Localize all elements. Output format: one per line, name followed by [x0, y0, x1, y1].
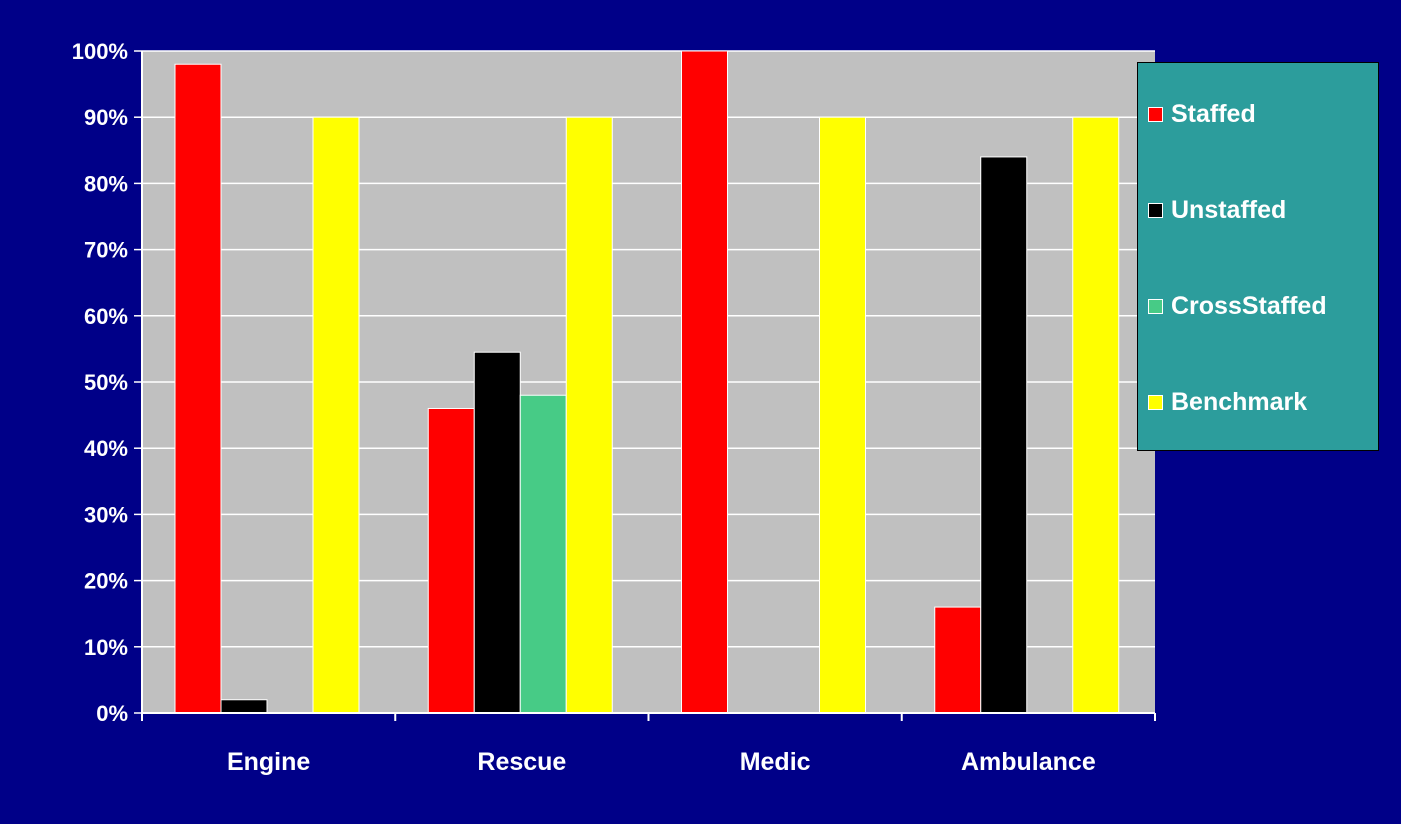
y-tick-label: 80%: [84, 171, 128, 196]
bar-staffed-medic: [681, 50, 728, 714]
y-tick-label: 30%: [84, 502, 128, 527]
legend: Staffed Unstaffed CrossStaffed Benchmark: [1137, 62, 1379, 451]
bars: [174, 50, 1120, 714]
bar-staffed-engine: [174, 63, 222, 714]
legend-item-staffed: Staffed: [1148, 99, 1256, 129]
y-tick-label: 70%: [84, 238, 128, 263]
bar-staffed-rescue: [427, 407, 475, 714]
bar-unstaffed-rescue: [473, 351, 521, 714]
y-tick-label: 100%: [72, 39, 128, 64]
legend-label: CrossStaffed: [1171, 291, 1327, 320]
y-tick-labels: 0% 10% 20% 30% 40% 50% 60% 70% 80% 90% 100%: [72, 39, 142, 726]
legend-label: Benchmark: [1171, 387, 1308, 416]
legend-swatch: [1148, 298, 1163, 314]
x-category-label: Engine: [227, 748, 310, 776]
x-category-label: Rescue: [477, 748, 566, 776]
bar-benchmark-rescue: [565, 116, 613, 714]
bar-unstaffed-ambulance: [980, 156, 1028, 714]
y-tick-label: 90%: [84, 105, 128, 130]
legend-label: Unstaffed: [1171, 195, 1287, 224]
bar-crossstaffed-rescue: [519, 394, 567, 714]
bar-unstaffed-engine: [220, 699, 268, 714]
bar-staffed-ambulance: [934, 606, 982, 714]
x-category-labels: Engine Rescue Medic Ambulance: [227, 748, 1096, 776]
bar-benchmark-engine: [312, 116, 360, 714]
x-category-label: Medic: [740, 748, 811, 776]
legend-item-benchmark: Benchmark: [1148, 387, 1307, 417]
legend-swatch: [1148, 202, 1163, 218]
y-tick-label: 40%: [84, 436, 128, 461]
legend-swatch: [1148, 106, 1163, 122]
legend-item-crossstaffed: CrossStaffed: [1148, 291, 1327, 321]
x-category-label: Ambulance: [961, 748, 1096, 776]
bar-benchmark-ambulance: [1072, 116, 1120, 714]
y-tick-label: 50%: [84, 370, 128, 395]
y-tick-label: 10%: [84, 635, 128, 660]
y-tick-label: 0%: [96, 701, 128, 726]
y-tick-label: 60%: [84, 304, 128, 329]
bar-benchmark-medic: [819, 116, 866, 714]
y-tick-label: 20%: [84, 569, 128, 594]
legend-label: Staffed: [1171, 99, 1256, 128]
legend-swatch: [1148, 394, 1163, 410]
legend-item-unstaffed: Unstaffed: [1148, 195, 1286, 225]
